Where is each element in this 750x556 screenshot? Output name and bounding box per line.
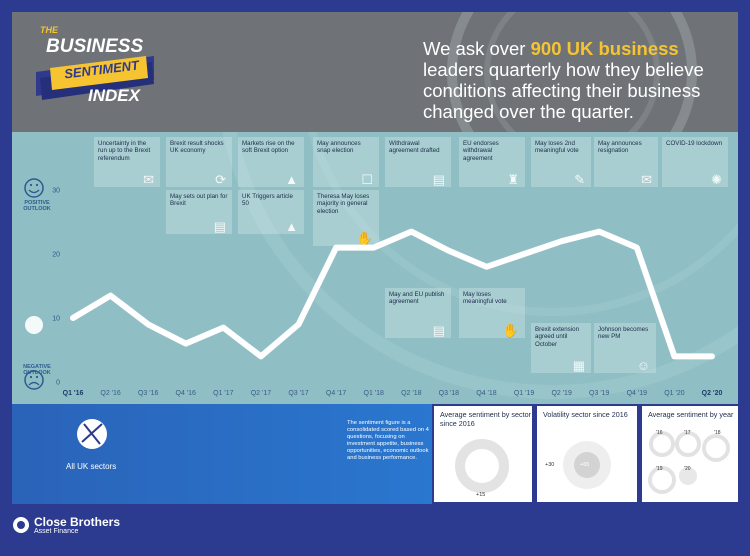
annotation-johnson: Johnson becomes new PM ☺ (594, 323, 656, 373)
headline: We ask over 900 UK business leaders quar… (423, 38, 723, 122)
year-donuts (648, 431, 730, 494)
annotation-second-vote: May loses 2nd meaningful vote ✎ (531, 137, 591, 187)
road-icon: ▲ (285, 171, 298, 187)
sector-panel-decoration (12, 404, 432, 504)
logo-business: BUSINESS (46, 36, 144, 57)
annotation-markets-rise: Markets rise on the soft Brexit option ▲ (238, 137, 304, 187)
annotation-eu-endorses: EU endorses withdrawal agreement ♜ (459, 137, 525, 187)
letter-icon: ✉ (641, 171, 652, 187)
annotation-text: Markets rise on the soft Brexit option (242, 140, 295, 155)
annotation-text: May announces resignation (598, 140, 642, 155)
annotation-text: Brexit extension agreed until October (535, 326, 580, 348)
header-decoration (447, 12, 697, 132)
year-label: '18 (714, 430, 721, 436)
annotation-text: May loses 2nd meaningful vote (535, 140, 579, 155)
logo-the: THE (40, 25, 58, 35)
annotation-loses-majority: Theresa May loses majority in general el… (313, 190, 379, 246)
annotation-text: May announces snap election (317, 140, 361, 155)
positive-outlook-label: POSITIVE OUTLOOK (23, 200, 51, 212)
business-sentiment-index-logo: THE BUSINESS SENTIMENT INDEX (30, 22, 160, 122)
annotation-text: Uncertainty in the run up to the Brexit … (98, 140, 151, 162)
annotation-text: Brexit result shocks UK economy (170, 140, 224, 155)
close-brothers-mark-icon (13, 517, 29, 533)
brand-sub: Asset Finance (34, 528, 79, 535)
headline-highlight: 900 UK business (530, 38, 679, 59)
negative-outlook-label: NEGATIVE OUTLOOK (23, 364, 51, 376)
annotation-snap-election: May announces snap election ☐ (313, 137, 379, 187)
calendar-icon: ▦ (572, 357, 585, 373)
card-title: Average sentiment by sector since 2016 (440, 410, 531, 428)
annotation-text: May loses meaningful vote (463, 291, 507, 306)
volatility-left-value: +30 (545, 462, 555, 468)
annotation-text: COVID-19 lockdown (666, 140, 723, 147)
logo-index: INDEX (88, 86, 140, 105)
document-icon: ▤ (213, 218, 226, 234)
road-icon: ▲ (285, 218, 298, 234)
document-icon: ▤ (432, 322, 445, 338)
hand-ballot-icon: ✋ (356, 230, 373, 246)
headline-pre: We ask over (423, 38, 531, 59)
card-title: Average sentiment by year (648, 410, 734, 419)
annotation-text: Withdrawal agreement drafted (389, 140, 440, 155)
sector-label: All UK sectors (66, 462, 117, 471)
annotation-text: Johnson becomes new PM (598, 326, 649, 341)
annotation-publish-agreement: May and EU publish agreement ▤ (385, 288, 451, 338)
union-flag-marker-icon (25, 316, 43, 334)
year-label: '16 (656, 430, 663, 436)
card-title: Volatility sector since 2016 (543, 410, 628, 419)
annotation-text: EU endorses withdrawal agreement (463, 140, 499, 162)
brand-name: Close Brothers (34, 515, 121, 529)
annotation-uncertainty: Uncertainty in the run up to the Brexit … (94, 137, 160, 187)
annotation-text: Theresa May loses majority in general el… (317, 193, 370, 215)
annotation-withdrawal-drafted: Withdrawal agreement drafted ▤ (385, 137, 451, 187)
documents-icon: ▤ (432, 171, 445, 187)
annotation-loses-meaningful-vote: May loses meaningful vote ✋ (459, 288, 525, 338)
arrows-circle-icon: ⟳ (215, 171, 226, 187)
stamp-icon: ♜ (507, 171, 519, 187)
ballot-box-icon: ☐ (361, 171, 373, 187)
annotation-extension: Brexit extension agreed until October ▦ (531, 323, 591, 373)
annotation-resignation: May announces resignation ✉ (594, 137, 658, 187)
headline-post: leaders quarterly how they believe condi… (423, 59, 704, 122)
person-icon: ☺ (636, 357, 650, 373)
volatility-rings (563, 441, 611, 489)
card-average-by-year: Average sentiment by year '16 '17 '18 '1… (642, 406, 738, 502)
card-value: +15 (476, 492, 486, 498)
annotation-article-50: UK Triggers article 50 ▲ (238, 190, 304, 234)
ballot-paper-icon: ✎ (574, 171, 585, 187)
year-label: '19 (656, 466, 663, 472)
year-label: '17 (684, 430, 691, 436)
sector-panel (12, 404, 432, 504)
outlook-indicators (24, 178, 44, 390)
donut-chart (455, 439, 509, 493)
card-volatility: Volatility sector since 2016 +30 +65 (537, 406, 637, 502)
negative-smiley-icon (24, 370, 44, 390)
year-label: '20 (684, 466, 691, 472)
volatility-center-value: +65 (580, 462, 590, 468)
ballot-icon: ✉ (143, 171, 154, 187)
positive-smiley-icon (24, 178, 44, 198)
annotation-text: May sets out plan for Brexit (170, 193, 228, 208)
annotation-text: UK Triggers article 50 (242, 193, 293, 208)
annotation-covid: COVID-19 lockdown ✺ (662, 137, 728, 187)
methodology-text: The sentiment figure is a consolidated s… (347, 420, 429, 461)
hand-ballot-icon: ✋ (502, 322, 519, 338)
annotation-brexit-result: Brexit result shocks UK economy ⟳ (166, 137, 232, 187)
virus-icon: ✺ (711, 171, 722, 187)
annotation-text: May and EU publish agreement (389, 291, 445, 306)
annotation-plan-for-brexit: May sets out plan for Brexit ▤ (166, 190, 232, 234)
card-average-by-sector: Average sentiment by sector since 2016 +… (434, 406, 532, 502)
